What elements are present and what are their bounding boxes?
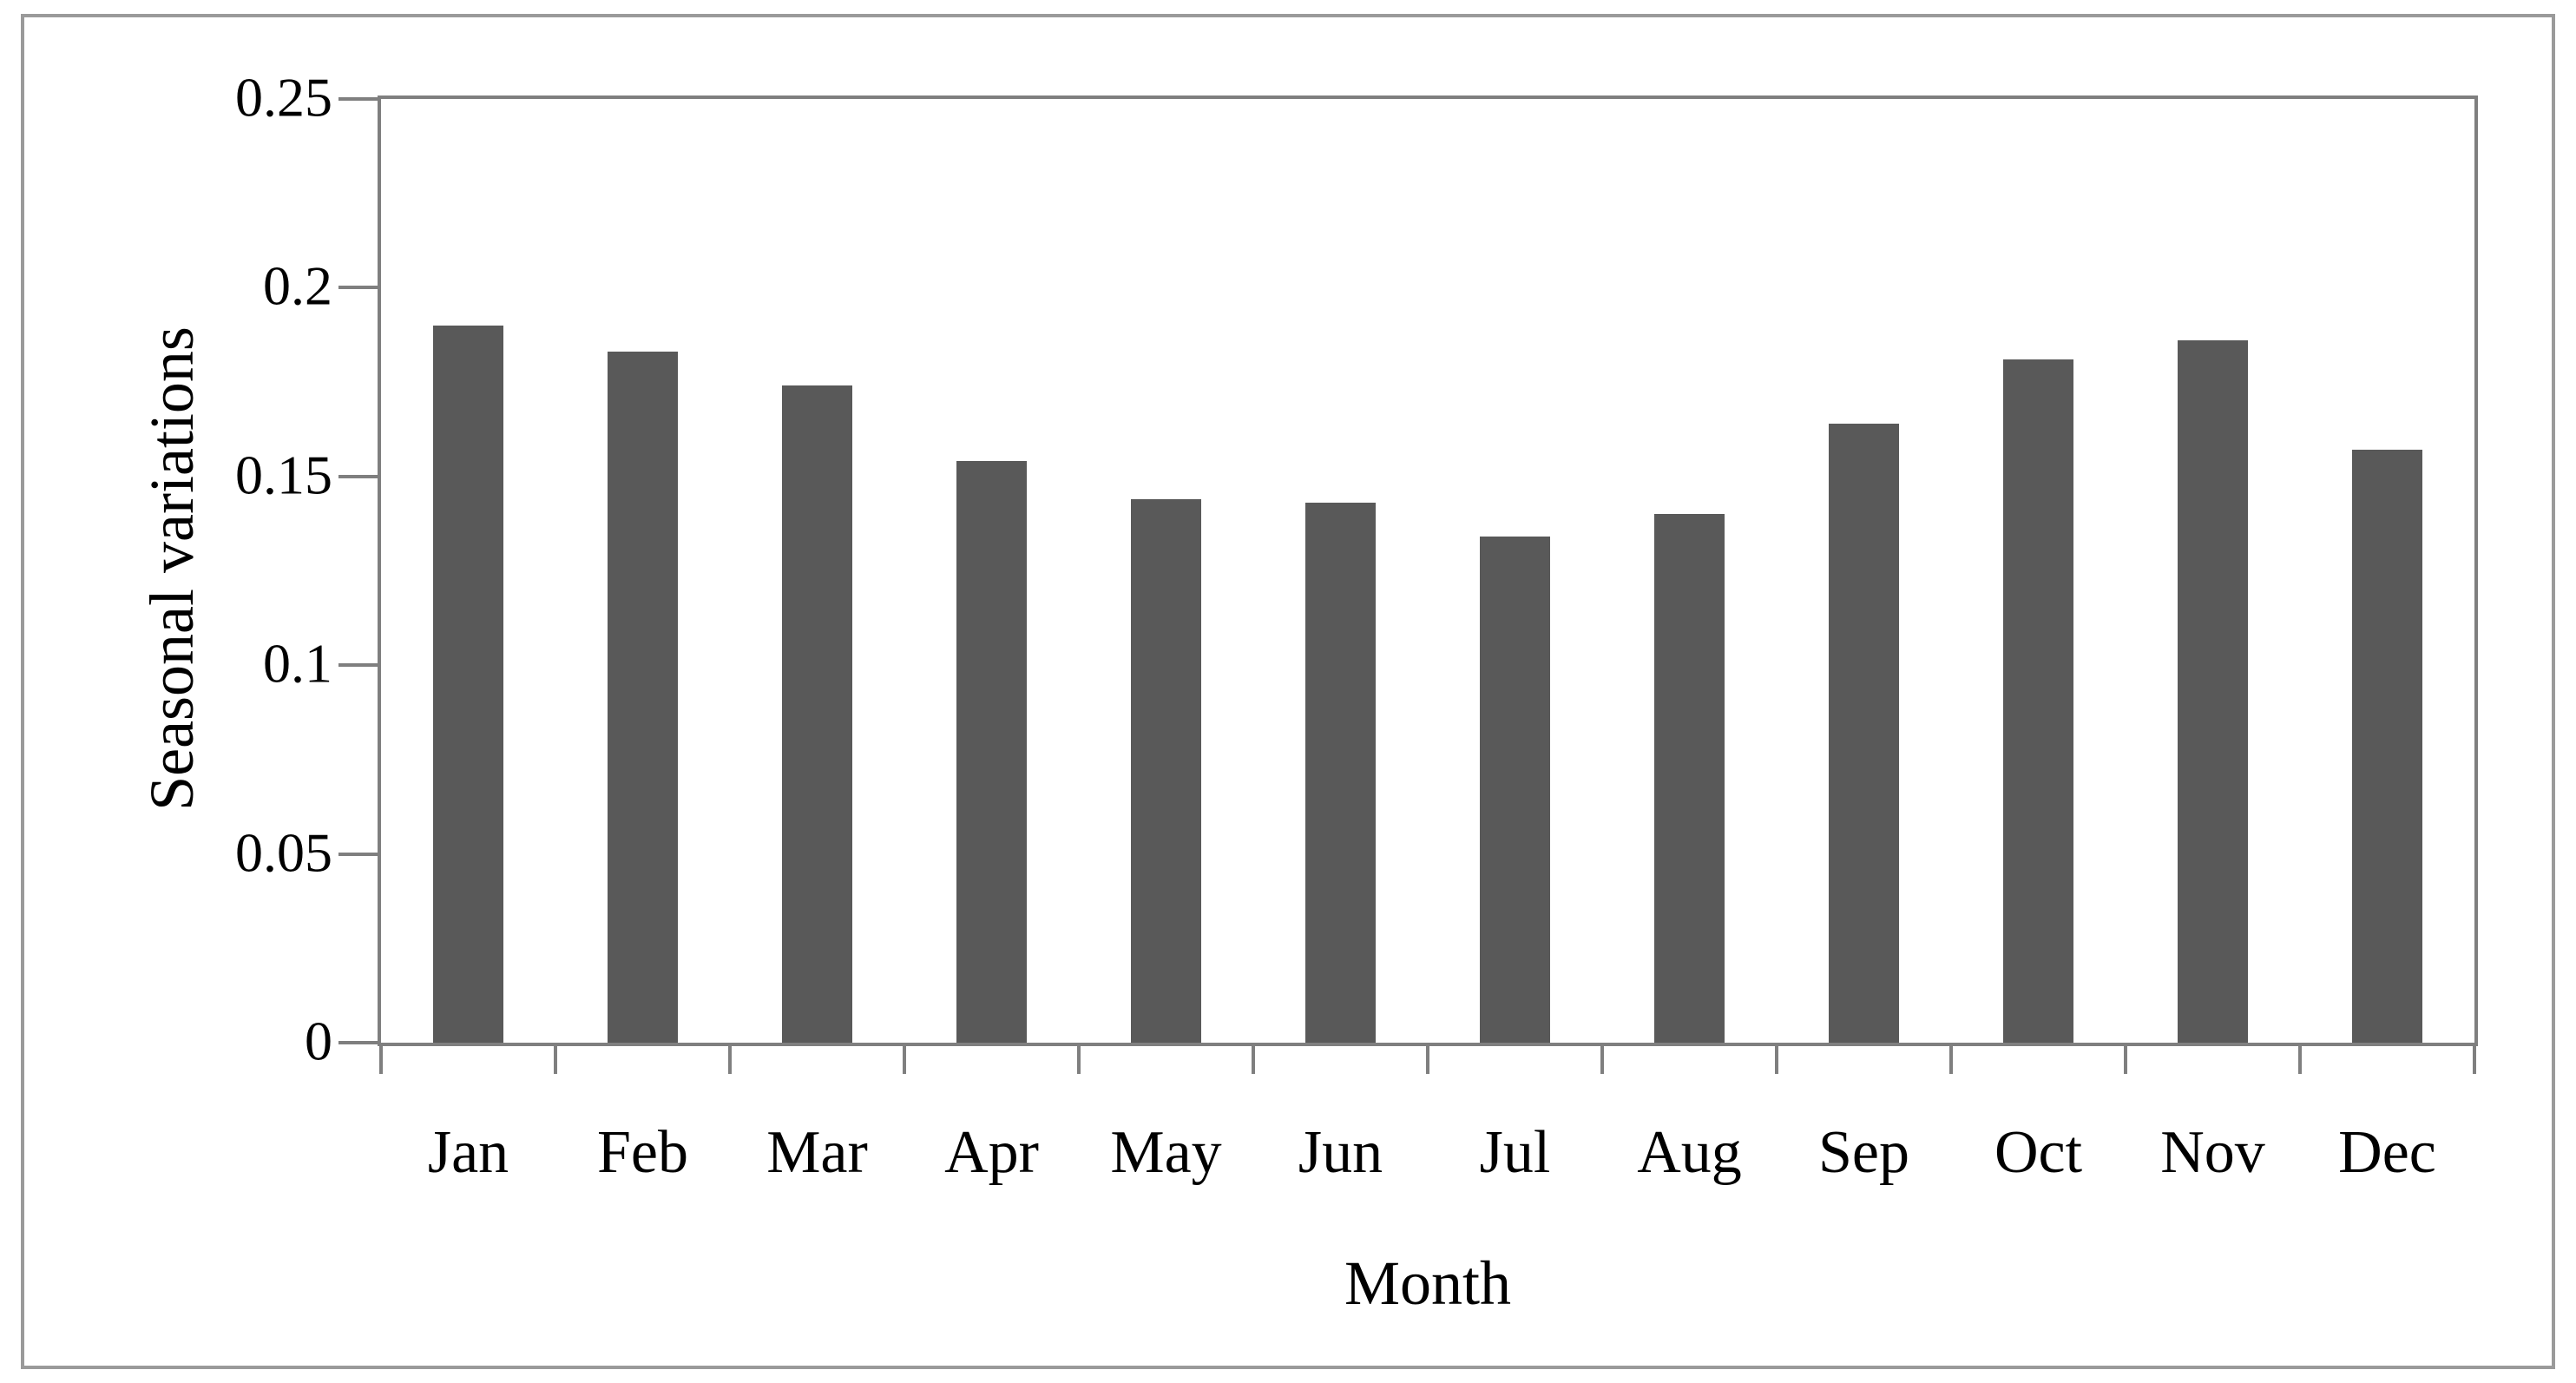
x-axis-title: Month: [1344, 1248, 1512, 1318]
y-tick-label-0: 0: [305, 1010, 332, 1072]
bar-sep: [1829, 423, 1899, 1043]
x-tick-label-jul: Jul: [1479, 1119, 1551, 1186]
y-tick-mark: [338, 97, 378, 101]
bar-cell-dec: [2300, 99, 2474, 1043]
x-tick-mark: [553, 1043, 557, 1074]
x-tick-label-jun: Jun: [1298, 1119, 1383, 1186]
x-tick-mark: [1600, 1043, 1604, 1074]
x-tick-mark: [2124, 1043, 2127, 1074]
x-tick-label-dec: Dec: [2338, 1119, 2436, 1186]
y-tick-label-0.1: 0.1: [263, 632, 332, 695]
x-tick-mark: [903, 1043, 906, 1074]
bar-aug: [1654, 514, 1725, 1043]
y-tick-mark: [338, 852, 378, 856]
bar-oct: [2003, 359, 2073, 1043]
figure-border: [21, 14, 2555, 1369]
x-tick-label-sep: Sep: [1818, 1119, 1909, 1186]
x-tick-mark: [727, 1043, 732, 1074]
x-tick-mark: [2473, 1043, 2476, 1074]
y-tick-label-0.15: 0.15: [235, 444, 332, 506]
bar-cell-jun: [1253, 99, 1428, 1043]
bar-cell-feb: [555, 99, 730, 1043]
y-tick-label-0.2: 0.2: [263, 255, 332, 318]
bar-jun: [1305, 503, 1376, 1043]
x-tick-mark: [1774, 1043, 1778, 1074]
bar-cell-jul: [1428, 99, 1602, 1043]
y-tick-mark: [338, 286, 378, 290]
bar-cell-apr: [904, 99, 1079, 1043]
bar-feb: [608, 352, 678, 1043]
bar-mar: [782, 385, 852, 1043]
bar-jul: [1480, 537, 1550, 1043]
bar-cell-aug: [1602, 99, 1777, 1043]
y-tick-label-0.05: 0.05: [235, 821, 332, 884]
bar-apr: [956, 461, 1027, 1043]
x-tick-label-apr: Apr: [944, 1119, 1039, 1186]
bar-jan: [433, 325, 503, 1043]
bar-cell-mar: [730, 99, 904, 1043]
y-tick-mark: [338, 1041, 378, 1044]
x-tick-label-aug: Aug: [1637, 1119, 1742, 1186]
plot-area: Jan Feb Mar Apr May Jun Jul Aug Sep Oct Nov Dec Mon…: [235, 69, 2478, 1318]
x-tick-label-mar: Mar: [766, 1119, 868, 1186]
bars-container: [381, 99, 2474, 1043]
bar-cell-may: [1079, 99, 1253, 1043]
x-tick-label-oct: Oct: [1994, 1119, 2083, 1186]
y-tick-mark: [338, 474, 378, 478]
x-tick-label-may: May: [1110, 1119, 1222, 1186]
x-tick-mark: [379, 1043, 383, 1074]
x-tick-labels: Jan Feb Mar Apr May Jun Jul Aug Sep Oct Nov Dec: [381, 1119, 2474, 1186]
x-tick-mark: [1426, 1043, 1429, 1074]
bar-dec: [2352, 450, 2422, 1043]
y-axis-title: Seasonal variations: [137, 326, 207, 811]
bar-cell-nov: [2126, 99, 2300, 1043]
x-tick-label-jan: Jan: [427, 1119, 509, 1186]
x-tick-mark: [1076, 1043, 1081, 1074]
bar-cell-oct: [1951, 99, 2126, 1043]
bar-cell-sep: [1777, 99, 1951, 1043]
x-tick-mark: [1949, 1043, 1953, 1074]
x-tick-mark: [2298, 1043, 2302, 1074]
bar-cell-jan: [381, 99, 555, 1043]
x-tick-label-feb: Feb: [597, 1119, 688, 1186]
y-tick-label-0.25: 0.25: [235, 66, 332, 128]
bar-may: [1131, 498, 1201, 1043]
x-tick-mark: [1252, 1043, 1255, 1074]
y-tick-mark: [338, 663, 378, 668]
bar-nov: [2178, 340, 2248, 1043]
x-tick-label-nov: Nov: [2160, 1119, 2265, 1186]
